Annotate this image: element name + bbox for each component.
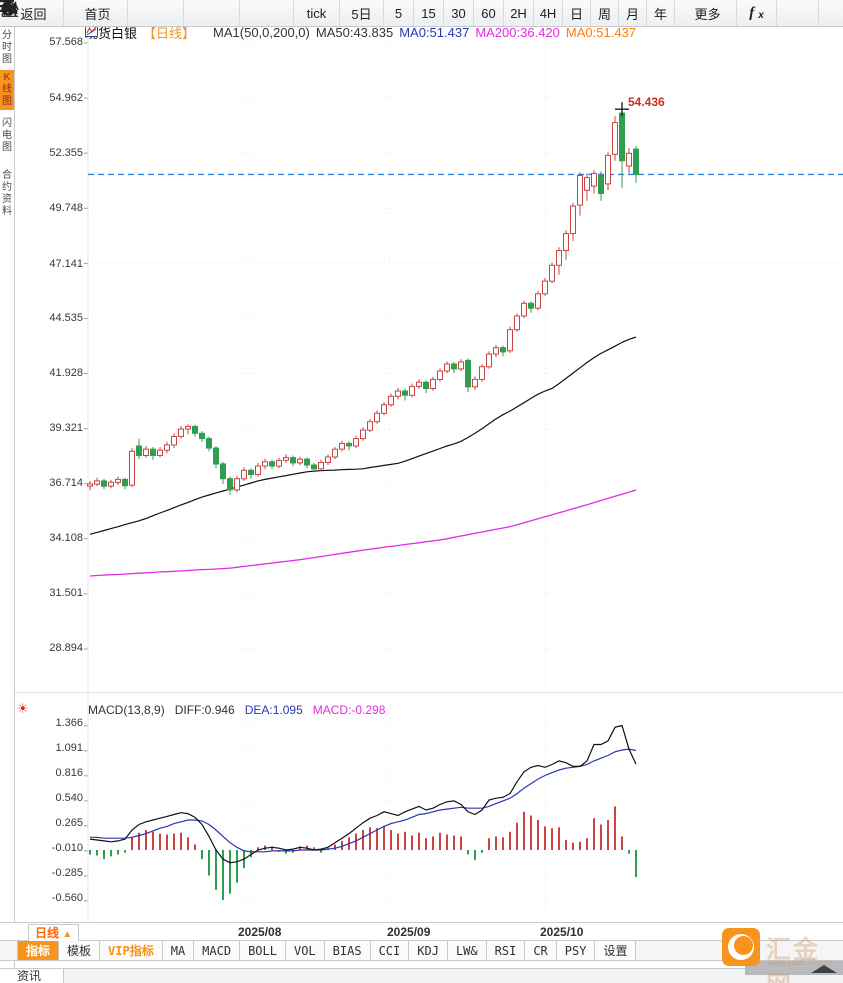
macd-axis-tick: -0.560 [51, 892, 83, 904]
high-price-label: 54.436 [628, 95, 665, 109]
tab-kdj[interactable]: KDJ [409, 941, 448, 960]
ma0-orange-value: MA0:51.437 [565, 24, 637, 40]
chart-header: 现货白银 【日线】 MA1(50,0,200,0) MA50:43.835 MA… [85, 24, 637, 41]
symbol-name: 现货白银 [85, 25, 138, 41]
indicator-tab-bar: 指标 模板 VIP指标 MA MACD BOLL VOL BIAS CCI KD… [0, 941, 843, 961]
tab-settings[interactable]: 设置 [595, 941, 637, 960]
tab-cci[interactable]: CCI [370, 941, 410, 960]
sidebar-item-contract-info[interactable]: 合约资料 [2, 170, 12, 217]
y-axis-tick: 39.321 [49, 422, 83, 434]
interval-5day-button[interactable]: 5日 [340, 0, 384, 26]
macd-axis-tick: 1.366 [55, 717, 83, 729]
expand-up-icon[interactable] [811, 965, 837, 973]
candlestick-chart-canvas[interactable] [0, 26, 843, 692]
line-chart-mode-button[interactable] [1, 0, 240, 26]
sidebar-item-time-chart[interactable]: 分时图 [2, 30, 12, 65]
tab-ma[interactable]: MA [162, 941, 195, 960]
macd-axis-tick: 0.816 [55, 767, 83, 779]
macd-formula: MACD(13,8,9) [88, 703, 165, 717]
tab-psy[interactable]: PSY [556, 941, 596, 960]
refresh-button[interactable] [2, 0, 184, 26]
panel-resize-handle[interactable] [745, 961, 843, 975]
macd-chart-canvas[interactable] [0, 693, 843, 922]
tab-indicators[interactable]: 指标 [17, 941, 60, 960]
tab-rsi[interactable]: RSI [486, 941, 526, 960]
interval-4h-button[interactable]: 4H [534, 0, 563, 26]
interval-year-button[interactable]: 年 [647, 0, 675, 26]
interval-2h-button[interactable]: 2H [504, 0, 534, 26]
tab-lw[interactable]: LW& [447, 941, 487, 960]
period-tag[interactable]: 【日线】 [143, 25, 196, 41]
x-axis-date: 2025/08 [238, 925, 282, 939]
tab-macd[interactable]: MACD [194, 941, 241, 960]
ma0-blue-value: MA0:51.437 [399, 24, 470, 40]
y-axis-tick: 44.535 [49, 312, 83, 324]
y-axis-tick: 31.501 [49, 587, 83, 599]
interval-60m-button[interactable]: 60 [474, 0, 504, 26]
macd-panel [0, 692, 843, 922]
interval-30m-button[interactable]: 30 [444, 0, 474, 26]
y-axis-tick: 57.568 [49, 36, 83, 48]
macd-bar-value: MACD:-0.298 [312, 703, 386, 717]
macd-axis-tick: -0.010 [51, 842, 83, 854]
more-button[interactable]: 更多 [0, 0, 737, 26]
interval-week-button[interactable]: 周 [591, 0, 619, 26]
macd-header: MACD(13,8,9) DIFF:0.946 DEA:1.095 MACD:-… [88, 703, 385, 717]
period-dropdown-button[interactable]: 日线 ▲ [28, 924, 80, 942]
y-axis-tick: 52.355 [49, 147, 83, 159]
tab-vol[interactable]: VOL [285, 941, 325, 960]
y-axis-tick: 47.141 [49, 258, 83, 270]
tab-boll[interactable]: BOLL [240, 941, 286, 960]
x-axis-date: 2025/10 [540, 925, 584, 939]
tab-cr[interactable]: CR [525, 941, 557, 960]
tab-news[interactable]: 资讯 [0, 969, 64, 983]
zoom-out-button[interactable] [1, 0, 819, 26]
interval-day-button[interactable]: 日 [563, 0, 591, 26]
sidebar-item-lightning-chart[interactable]: 闪电图 [2, 118, 12, 153]
zoom-in-button[interactable] [1, 0, 843, 26]
main-chart-panel [0, 26, 843, 692]
macd-axis-tick: -0.285 [51, 867, 83, 879]
back-button-label: 返回 [20, 6, 47, 22]
tab-templates[interactable]: 模板 [59, 941, 101, 960]
macd-diff-value: DIFF:0.946 [174, 703, 235, 717]
candle-chart-mode-button[interactable] [2, 0, 294, 26]
macd-axis-tick: 0.265 [55, 817, 83, 829]
home-button-label: 首页 [84, 6, 111, 22]
macd-axis-tick: 1.091 [55, 742, 83, 754]
fx-icon: f [749, 4, 755, 21]
ma-formula: MA1(50,0,200,0) [213, 24, 310, 40]
interval-15m-button[interactable]: 15 [414, 0, 444, 26]
y-axis-tick: 49.748 [49, 202, 83, 214]
ma200-value: MA200:36.420 [475, 24, 560, 40]
y-axis-tick: 36.714 [49, 477, 83, 489]
y-axis-tick: 34.108 [49, 532, 83, 544]
macd-dea-value: DEA:1.095 [244, 703, 303, 717]
y-axis-tick: 54.962 [49, 92, 83, 104]
top-toolbar: 返回 首页 tick 5日 5 15 30 60 2H 4H 日 周 月 年 更… [0, 0, 843, 27]
chevron-up-icon: ▲ [62, 929, 73, 940]
x-axis-row: 日线 ▲ 2025/08 2025/09 2025/10 [0, 922, 843, 942]
y-axis-tick: 41.928 [49, 367, 83, 379]
indicator-settings-icon[interactable]: ☀ [17, 701, 29, 716]
tab-vip-indicators[interactable]: VIP指标 [100, 941, 163, 960]
interval-tick-button[interactable]: tick [294, 0, 340, 26]
home-button[interactable]: 首页 [2, 0, 128, 26]
macd-axis-tick: 0.540 [55, 792, 83, 804]
x-axis-date: 2025/09 [387, 925, 431, 939]
interval-5m-button[interactable]: 5 [384, 0, 414, 26]
y-axis-tick: 28.894 [49, 642, 83, 654]
ma50-value: MA50:43.835 [315, 24, 394, 40]
sidebar-item-kline-chart[interactable]: K线图 [0, 70, 14, 110]
interval-month-button[interactable]: 月 [619, 0, 647, 26]
tab-bias[interactable]: BIAS [324, 941, 371, 960]
bottom-strip: 资讯 [0, 968, 843, 983]
chart-type-sidebar: 分时图 K线图 闪电图 合约资料 [0, 26, 15, 968]
